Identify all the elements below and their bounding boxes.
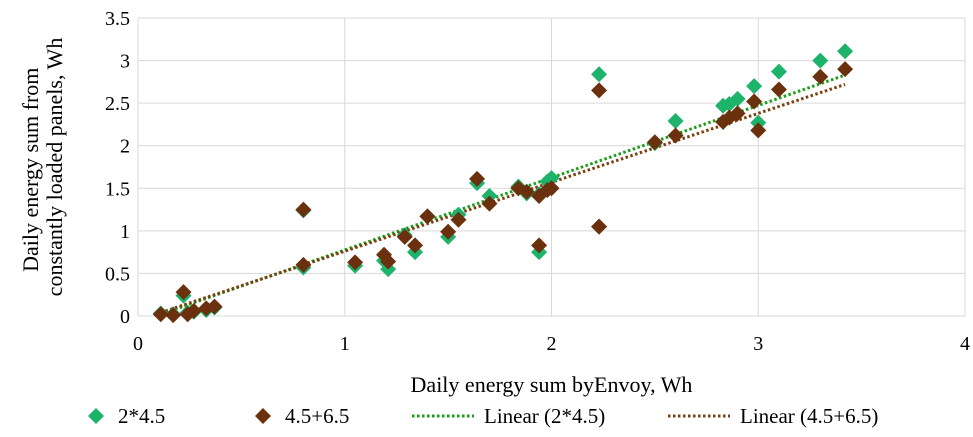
point-series-2 — [729, 105, 746, 122]
point-series-1 — [746, 78, 763, 95]
y-tick-label: 2 — [120, 136, 130, 158]
y-tick-label: 1 — [120, 221, 130, 243]
point-series-1 — [543, 170, 560, 187]
point-series-2 — [646, 134, 663, 151]
point-series-2 — [295, 256, 312, 273]
point-series-2 — [667, 127, 684, 144]
point-series-2 — [481, 195, 498, 212]
x-tick-label: 2 — [547, 333, 557, 355]
y-tick-label: 1.5 — [105, 178, 130, 200]
y-tick-label: 0 — [120, 306, 130, 328]
point-series-2 — [380, 253, 397, 270]
y-tick-label: 0.5 — [105, 263, 130, 285]
legend-entry: Linear (4.5+6.5) — [668, 404, 878, 428]
point-series-2 — [531, 237, 548, 254]
legend-entry: 2*4.5 — [88, 404, 165, 428]
legend-label: 2*4.5 — [118, 404, 165, 428]
point-series-2 — [591, 218, 608, 235]
legend-entry: 4.5+6.5 — [255, 404, 349, 428]
point-series-2 — [419, 208, 436, 225]
legend-label: 4.5+6.5 — [285, 404, 349, 428]
data-points — [152, 43, 854, 324]
x-tick-label: 3 — [753, 333, 763, 355]
point-series-1 — [837, 43, 854, 60]
legend-marker — [255, 408, 271, 424]
y-axis-title: Daily energy sum from constantly loaded … — [18, 38, 67, 297]
point-series-2 — [295, 201, 312, 218]
grid — [137, 17, 966, 317]
legend-label: Linear (2*4.5) — [484, 404, 605, 428]
tick-labels: 0 0.5 1 1.5 2 2.5 3 3.5 0 1 2 3 4 — [105, 8, 970, 355]
point-series-2 — [450, 211, 467, 228]
legend-marker — [88, 408, 104, 424]
point-series-2 — [165, 307, 182, 324]
point-series-1 — [591, 66, 608, 83]
x-tick-label: 0 — [133, 333, 143, 355]
x-axis-title: Daily energy sum byEnvoy, Wh — [411, 372, 693, 397]
point-series-2 — [175, 284, 192, 301]
point-series-2 — [347, 254, 364, 271]
y-axis-title-line-2: constantly loaded panels, Wh — [42, 38, 67, 297]
legend-label: Linear (4.5+6.5) — [740, 404, 878, 428]
point-series-2 — [591, 82, 608, 99]
point-series-1 — [729, 90, 746, 107]
point-series-2 — [469, 170, 486, 187]
legend-entry: Linear (2*4.5) — [412, 404, 605, 428]
point-series-2 — [206, 298, 223, 315]
point-series-2 — [396, 228, 413, 245]
y-axis-title-line-1: Daily energy sum from — [18, 68, 43, 272]
legend: 2*4.5 4.5+6.5 Linear (2*4.5) Linear (4.5+6.… — [88, 404, 878, 428]
point-series-2 — [750, 122, 767, 139]
point-series-2 — [770, 81, 787, 98]
point-series-2 — [837, 61, 854, 78]
y-tick-label: 2.5 — [105, 93, 130, 115]
y-tick-label: 3 — [120, 51, 130, 73]
x-tick-label: 4 — [960, 333, 970, 355]
point-series-2 — [543, 180, 560, 197]
x-tick-label: 1 — [340, 333, 350, 355]
point-series-1 — [770, 63, 787, 80]
point-series-2 — [812, 68, 829, 85]
y-tick-label: 3.5 — [105, 8, 130, 30]
point-series-2 — [440, 223, 457, 240]
point-series-1 — [667, 113, 684, 130]
point-series-1 — [812, 52, 829, 69]
point-series-2 — [152, 306, 169, 323]
point-series-2 — [518, 183, 535, 200]
point-series-2 — [407, 237, 424, 254]
point-series-2 — [746, 93, 763, 110]
trendline-series-2 — [160, 82, 846, 315]
point-series-2 — [185, 302, 202, 319]
